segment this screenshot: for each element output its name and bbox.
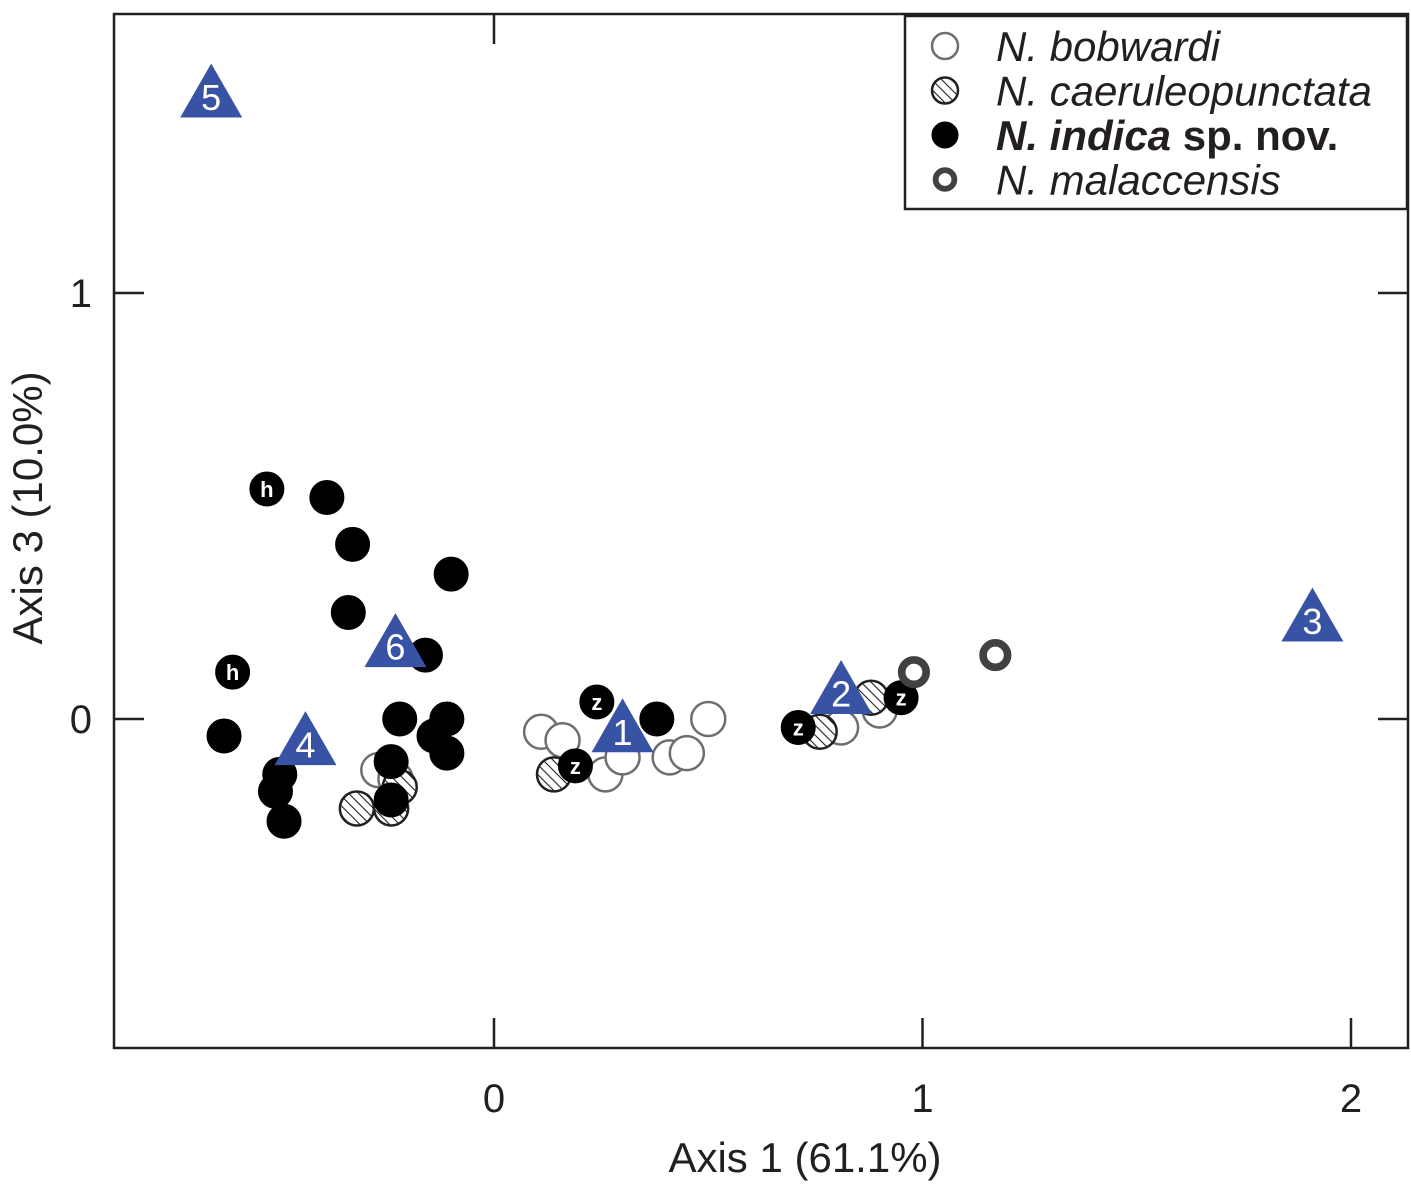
x-tick-label: 1 bbox=[911, 1077, 933, 1121]
centroid-triangle bbox=[364, 613, 427, 668]
point-n-indica bbox=[557, 748, 593, 784]
plot-frame bbox=[112, 12, 1410, 1050]
legend-label: N. caeruleopunctata bbox=[996, 68, 1372, 115]
point-n-indica bbox=[780, 710, 816, 746]
centroid-label: 5 bbox=[201, 77, 221, 118]
point-label: z bbox=[570, 754, 581, 779]
point-n-indica bbox=[257, 773, 293, 809]
centroid-triangle bbox=[274, 711, 337, 766]
legend-marker bbox=[931, 121, 959, 149]
point-n-indica bbox=[266, 803, 302, 839]
point-n-indica bbox=[330, 595, 366, 630]
legend-box bbox=[903, 14, 1409, 211]
group-centroids: 1 2 3 4 5 6 bbox=[180, 63, 1344, 766]
centroid-triangle bbox=[180, 63, 243, 118]
legend-marker bbox=[930, 76, 960, 105]
centroid-label: 4 bbox=[295, 725, 315, 766]
centroid-triangle bbox=[591, 698, 654, 753]
point-n-indica bbox=[335, 526, 371, 562]
y-tick-label: 1 bbox=[70, 272, 92, 316]
point-label: z bbox=[896, 686, 907, 711]
point-n-indica bbox=[429, 735, 465, 771]
centroid-label: 6 bbox=[385, 627, 405, 668]
centroid-label: 3 bbox=[1302, 601, 1322, 642]
point-n-bobwardi bbox=[690, 700, 727, 738]
point-label: h bbox=[260, 477, 273, 502]
point-n-caeruleopunctata bbox=[338, 790, 376, 827]
point-n-bobwardi bbox=[668, 734, 706, 772]
point-n-malaccensis bbox=[979, 639, 1012, 672]
data-points: h h z z z z bbox=[206, 471, 1012, 839]
point-n-indica bbox=[309, 479, 345, 515]
point-n-indica bbox=[579, 684, 615, 720]
axis-tick-labels: 0 1 2 0 1 bbox=[70, 272, 1362, 1121]
centroid-label: 1 bbox=[613, 712, 633, 753]
point-n-indica bbox=[215, 654, 251, 690]
point-n-indica bbox=[373, 744, 409, 780]
x-axis-title: Axis 1 (61.1%) bbox=[668, 1134, 941, 1181]
legend-marker bbox=[932, 167, 958, 192]
y-tick-label: 0 bbox=[70, 698, 92, 742]
legend-marker bbox=[930, 31, 960, 61]
point-n-indica bbox=[249, 471, 285, 507]
point-label: h bbox=[226, 660, 239, 685]
x-tick-label: 2 bbox=[1340, 1077, 1362, 1121]
point-n-indica bbox=[206, 718, 242, 754]
point-n-indica bbox=[373, 782, 409, 818]
legend-label: N. indica sp. nov. bbox=[996, 112, 1338, 159]
point-n-indica bbox=[382, 701, 418, 737]
axis-ticks bbox=[114, 14, 1408, 1048]
centroid-triangle bbox=[810, 659, 873, 714]
point-label: z bbox=[591, 690, 602, 715]
point-n-indica bbox=[433, 556, 469, 592]
centroid-label: 2 bbox=[831, 673, 851, 714]
legend-label: N. malaccensis bbox=[996, 157, 1281, 204]
x-tick-label: 0 bbox=[483, 1077, 505, 1121]
legend-label: N. bobwardi bbox=[996, 23, 1222, 70]
y-axis-title: Axis 3 (10.0%) bbox=[4, 371, 51, 644]
point-label: z bbox=[793, 716, 804, 741]
point-n-indica bbox=[639, 701, 675, 737]
point-n-malaccensis bbox=[897, 656, 930, 689]
centroid-triangle bbox=[1281, 587, 1344, 642]
